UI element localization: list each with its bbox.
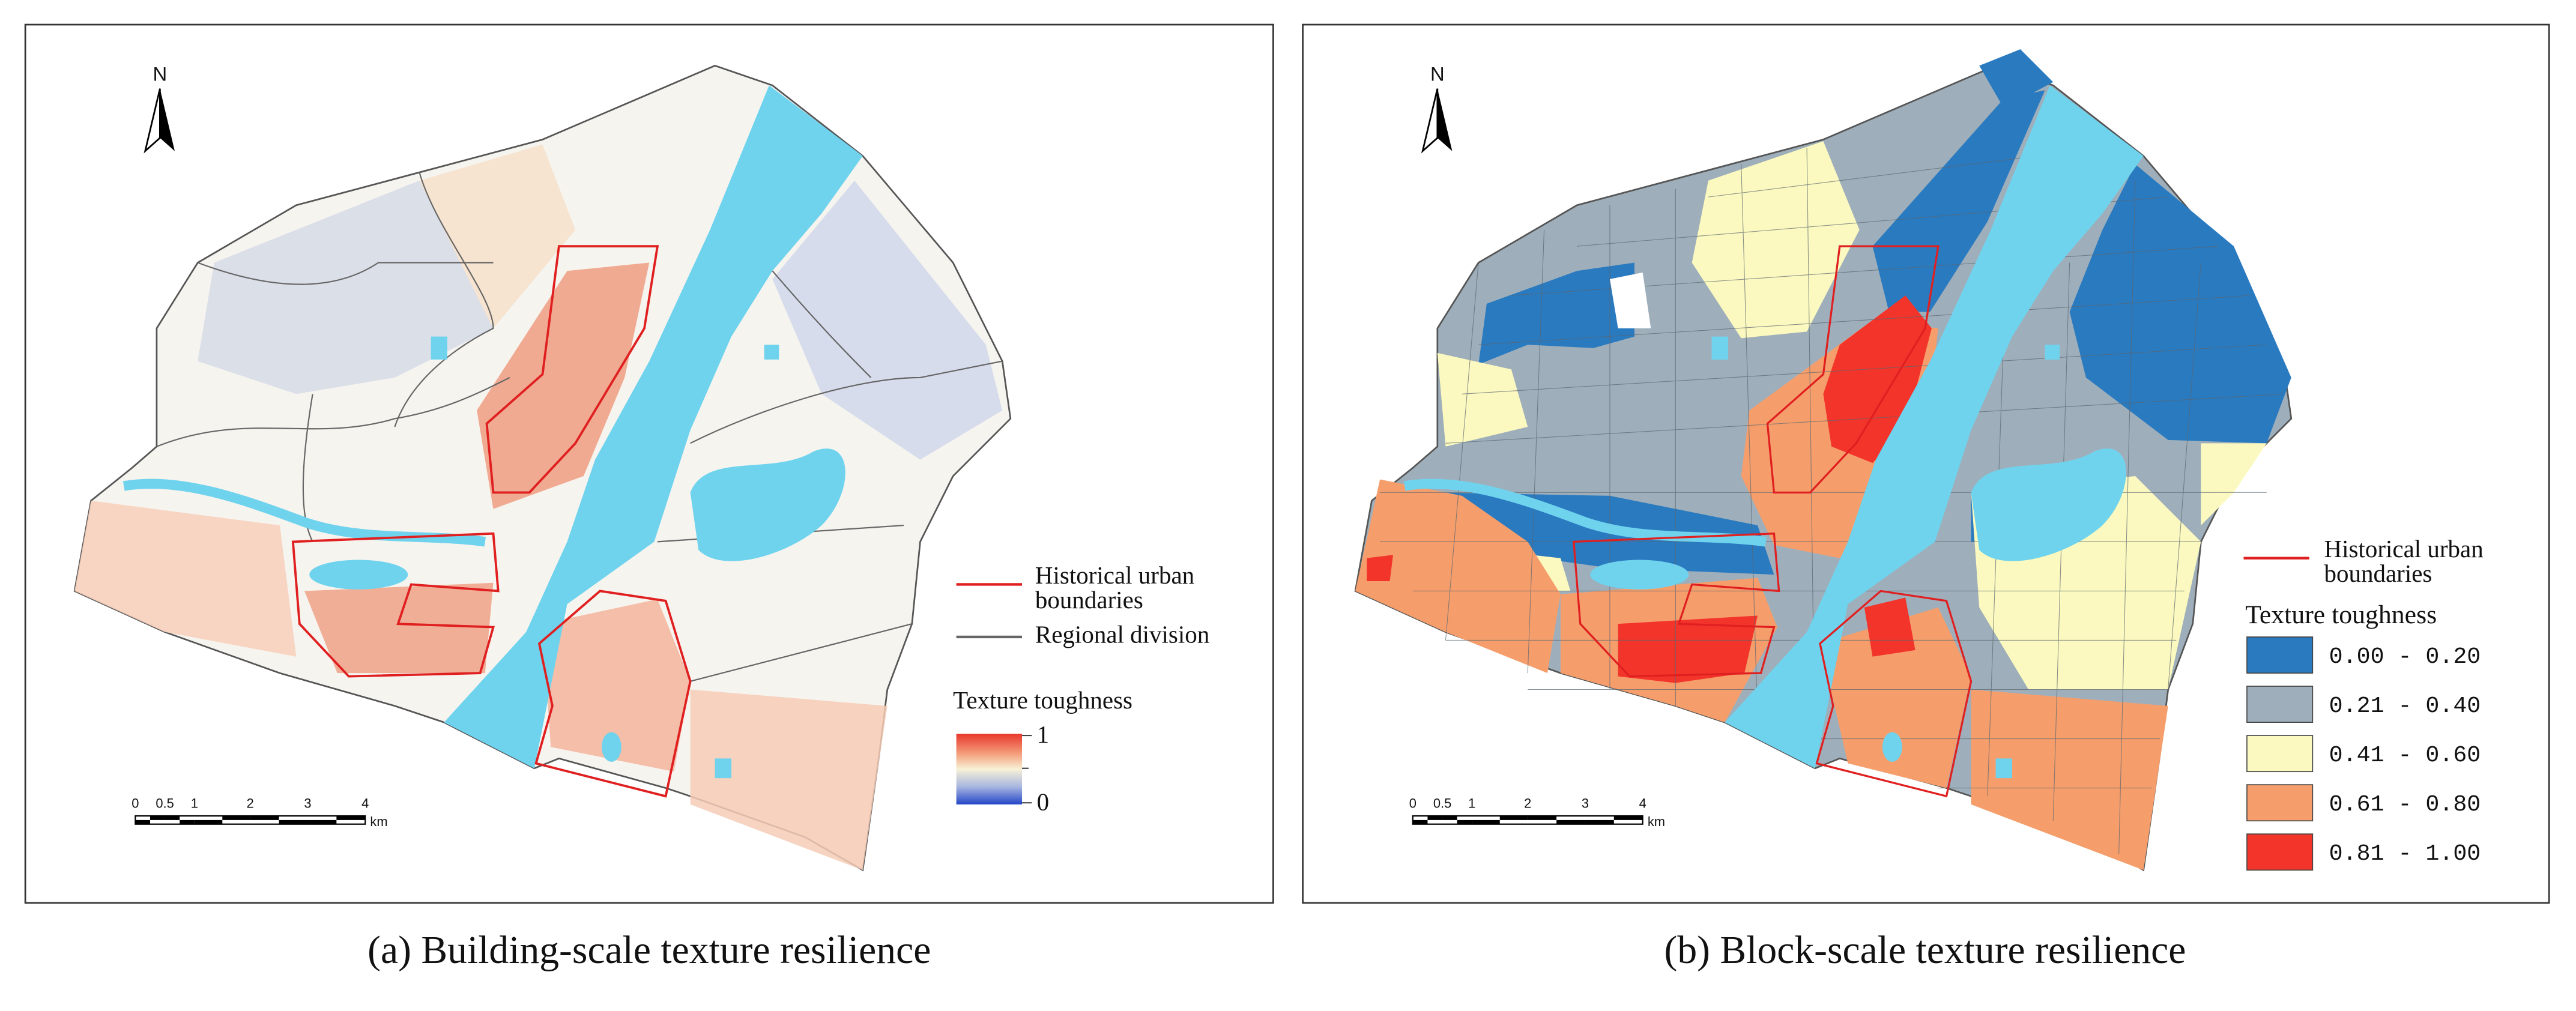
scale-bar-segment	[135, 819, 150, 824]
scale-bar-segment	[1457, 819, 1472, 824]
scale-label: 0.5	[1433, 796, 1451, 811]
legend-label: 0.41 - 0.60	[2329, 743, 2481, 768]
scale-bar-segment	[307, 819, 337, 824]
scale-label: 0	[132, 796, 139, 811]
caption: (b) Block-scale texture resilience	[1664, 929, 2186, 972]
legend-b: Historical urban boundaries Texture toug…	[2243, 535, 2484, 871]
scale-bar-segment	[1442, 816, 1457, 820]
legend-label: Historical urban	[2324, 535, 2483, 563]
scale-bar-segment	[1427, 816, 1443, 820]
ramp-max: 1	[1037, 720, 1049, 748]
scale-bar: 0 0.5 1 2 3 4km	[132, 796, 387, 829]
scale-bar-segment	[1556, 819, 1585, 824]
scale-unit: km	[370, 814, 387, 829]
legend-label: 0.00 - 0.20	[2329, 644, 2481, 670]
scale-label: 1	[191, 796, 198, 811]
legend-label: 0.61 - 0.80	[2329, 792, 2481, 818]
scale-bar-segment	[1412, 819, 1428, 824]
legend-swatch	[2246, 735, 2314, 773]
scale-unit: km	[1648, 814, 1665, 829]
color-ramp	[956, 734, 1023, 804]
panel-a: N 0 0.5 1 2 3 4km Historical urban boundaries…	[24, 23, 1274, 972]
scale-bar-segment	[1528, 816, 1557, 820]
scale-bar-segment	[1585, 819, 1614, 824]
scale-label: 3	[304, 796, 311, 811]
legend-swatch	[2246, 833, 2314, 871]
legend-swatch	[2246, 636, 2314, 674]
scale-bar-segment	[180, 819, 195, 824]
scale-bar-segment	[194, 819, 223, 824]
scale-bar-segment	[222, 816, 250, 820]
scale-bar-segment	[1472, 819, 1500, 824]
scale-label: 3	[1582, 796, 1589, 811]
north-label: N	[1430, 62, 1445, 85]
legend-swatch	[2246, 784, 2314, 822]
map-a	[73, 65, 1012, 871]
panel-b: N 0 0.5 1 2 3 4km Historical urban boundaries…	[1302, 23, 2550, 972]
scale-bar-segment	[250, 816, 279, 820]
scale-label: 0	[1409, 796, 1416, 811]
legend-label: Regional division	[1035, 620, 1209, 648]
scale-label: 4	[1639, 796, 1646, 811]
scale-bar-segment	[150, 816, 165, 820]
legend-a: Historical urban boundaries Regional div…	[953, 561, 1209, 815]
scale-bar-segment	[1613, 816, 1643, 820]
scale-label: 1	[1468, 796, 1475, 811]
north-label: N	[153, 62, 168, 85]
legend-title: Texture toughness	[2245, 600, 2437, 629]
scale-bar: 0 0.5 1 2 3 4km	[1409, 796, 1665, 829]
legend-label: boundaries	[1035, 586, 1143, 614]
map-b	[1354, 49, 2293, 871]
legend-label: 0.81 - 1.00	[2329, 841, 2481, 867]
scale-label: 4	[361, 796, 369, 811]
caption: (a) Building-scale texture resilience	[367, 929, 931, 972]
scale-bar-segment	[1499, 816, 1528, 820]
legend-label: Historical urban	[1035, 561, 1194, 589]
scale-bar-segment	[165, 816, 180, 820]
scale-label: 2	[247, 796, 254, 811]
scale-label: 0.5	[156, 796, 174, 811]
legend-label: boundaries	[2324, 560, 2432, 587]
scale-bar-segment	[336, 816, 366, 820]
legend-swatch	[2246, 686, 2314, 723]
ramp-min: 0	[1037, 788, 1049, 815]
legend-label: 0.21 - 0.40	[2329, 693, 2481, 719]
legend-title: Texture toughness	[953, 686, 1132, 714]
scale-bar-segment	[279, 819, 308, 824]
scale-label: 2	[1524, 796, 1531, 811]
